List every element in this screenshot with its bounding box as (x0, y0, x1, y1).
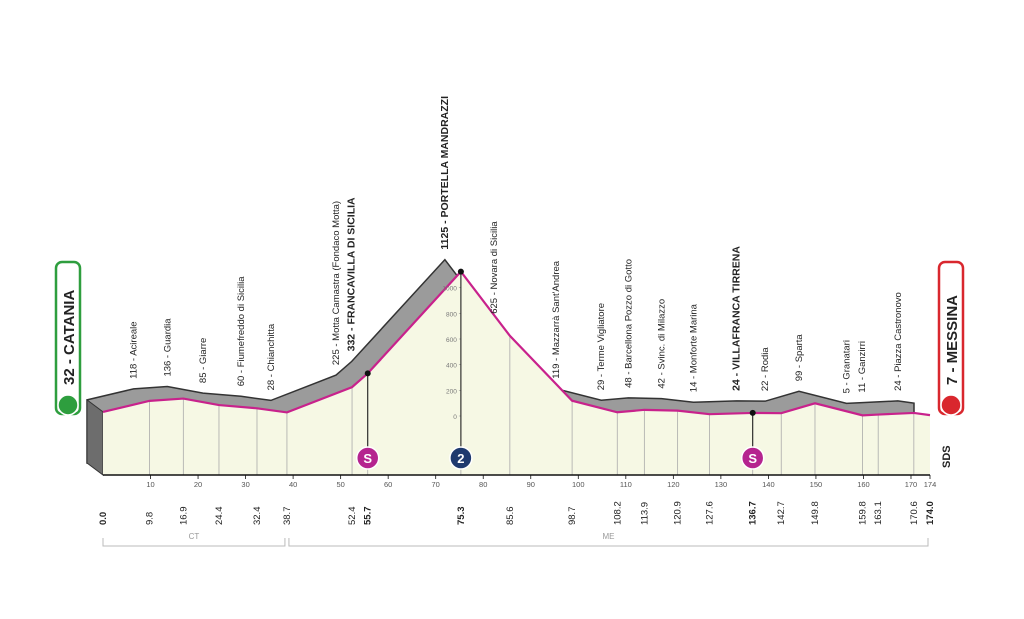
x-tick-label: 100 (572, 480, 585, 489)
place-label: 5 - Granatari (842, 340, 853, 393)
x-tick-label: 30 (241, 480, 249, 489)
km-label: 136.7 (748, 501, 759, 525)
x-tick-label: 120 (667, 480, 680, 489)
y-tick-label: 0 (453, 414, 457, 421)
x-tick-label: 160 (857, 480, 870, 489)
x-tick-label: 70 (432, 480, 440, 489)
place-label: 28 - Chianchitta (266, 323, 277, 390)
km-label: 174.0 (925, 501, 936, 525)
x-tick-label: 174 (924, 480, 937, 489)
km-label: 24.4 (214, 507, 225, 526)
marker-label: 2 (457, 451, 464, 466)
place-label: 48 - Barcellona Pozzo di Gotto (623, 259, 634, 388)
x-tick-label: 110 (620, 480, 632, 489)
km-label: 163.1 (873, 501, 884, 525)
place-label: 99 - Sparta (794, 334, 805, 382)
place-label: 225 - Motta Camastra (Fondaco Motta) (331, 201, 342, 365)
x-tick-label: 80 (479, 480, 487, 489)
marker-point (364, 370, 371, 377)
km-label: 159.8 (858, 501, 869, 525)
location-label: 7 - MESSINA (944, 295, 961, 385)
place-label: 29 - Terme Vigliatore (596, 303, 607, 390)
marker-badge (449, 446, 473, 470)
place-label: 119 - Mazzarrà Sant'Andrea (551, 260, 562, 379)
profile-area (103, 271, 930, 475)
km-label: 108.2 (612, 501, 623, 525)
y-tick-label: 800 (446, 311, 457, 318)
region-label: CT (189, 532, 200, 541)
location-icon (57, 394, 79, 416)
region-bracket (102, 538, 286, 547)
marker-point (749, 409, 756, 416)
place-label: 625 - Novara di Sicilia (489, 221, 500, 314)
location-icon (940, 394, 962, 416)
km-label: 55.7 (363, 507, 374, 526)
km-label: 120.9 (673, 501, 684, 525)
place-label: 11 - Ganzirri (857, 341, 868, 393)
km-label: 16.9 (178, 507, 189, 526)
km-label: 32.4 (252, 507, 263, 526)
place-label: 118 - Acireale (129, 321, 140, 378)
km-label: 9.8 (145, 512, 156, 525)
place-label: 42 - Svinc. di Milazzo (657, 299, 668, 389)
y-tick-label: 200 (446, 388, 457, 395)
km-label: 98.7 (567, 507, 578, 526)
place-label: 24 - Piazza Castronovo (893, 292, 904, 391)
marker-badge (355, 446, 380, 470)
place-label: 332 - FRANCAVILLA DI SICILIA (346, 197, 358, 351)
place-label: 1125 - PORTELLA MANDRAZZI (439, 96, 451, 250)
place-label: 136 - Guardia (162, 318, 173, 377)
place-label: 24 - VILLAFRANCA TIRRENA (731, 246, 743, 391)
marker-point (457, 268, 464, 275)
place-label: 85 - Giarre (198, 338, 209, 383)
marker-label: S (748, 451, 757, 466)
x-tick-label: 40 (289, 480, 297, 489)
logo-text: SDS (941, 445, 953, 468)
x-tick-label: 140 (762, 480, 775, 489)
km-label: 149.8 (810, 501, 821, 525)
place-label: 14 - Monforte Marina (688, 303, 699, 392)
place-label: 60 - Fiumefreddo di Sicilia (236, 276, 247, 387)
km-label: 142.7 (776, 501, 787, 525)
x-tick-label: 20 (194, 480, 202, 489)
place-label: 22 - Rodia (760, 347, 771, 392)
y-tick-label: 1000 (442, 286, 457, 293)
km-label: 170.6 (909, 501, 920, 525)
km-label: 127.6 (704, 501, 715, 525)
x-tick-label: 150 (810, 480, 823, 489)
km-label: 113.9 (639, 502, 650, 525)
km-label: 52.4 (347, 507, 358, 526)
x-tick-label: 10 (146, 480, 154, 489)
km-label: 38.7 (282, 507, 293, 526)
profile-line (102, 269, 931, 417)
y-tick-label: 400 (446, 363, 457, 370)
x-tick-label: 170 (905, 480, 918, 489)
marker-badge (740, 446, 765, 470)
location-label: 32 - CATANIA (61, 290, 78, 385)
x-tick-label: 90 (527, 480, 535, 489)
km-label: 0.0 (98, 512, 109, 525)
region-bracket (288, 538, 929, 547)
y-tick-label: 600 (446, 337, 457, 344)
x-tick-label: 130 (715, 480, 728, 489)
region-label: ME (602, 532, 614, 541)
km-label: 75.3 (456, 507, 467, 526)
x-tick-label: 50 (336, 480, 344, 489)
x-tick-label: 60 (384, 480, 392, 489)
km-label: 85.6 (505, 507, 516, 526)
profile-side (86, 398, 104, 476)
marker-label: S (363, 451, 372, 466)
